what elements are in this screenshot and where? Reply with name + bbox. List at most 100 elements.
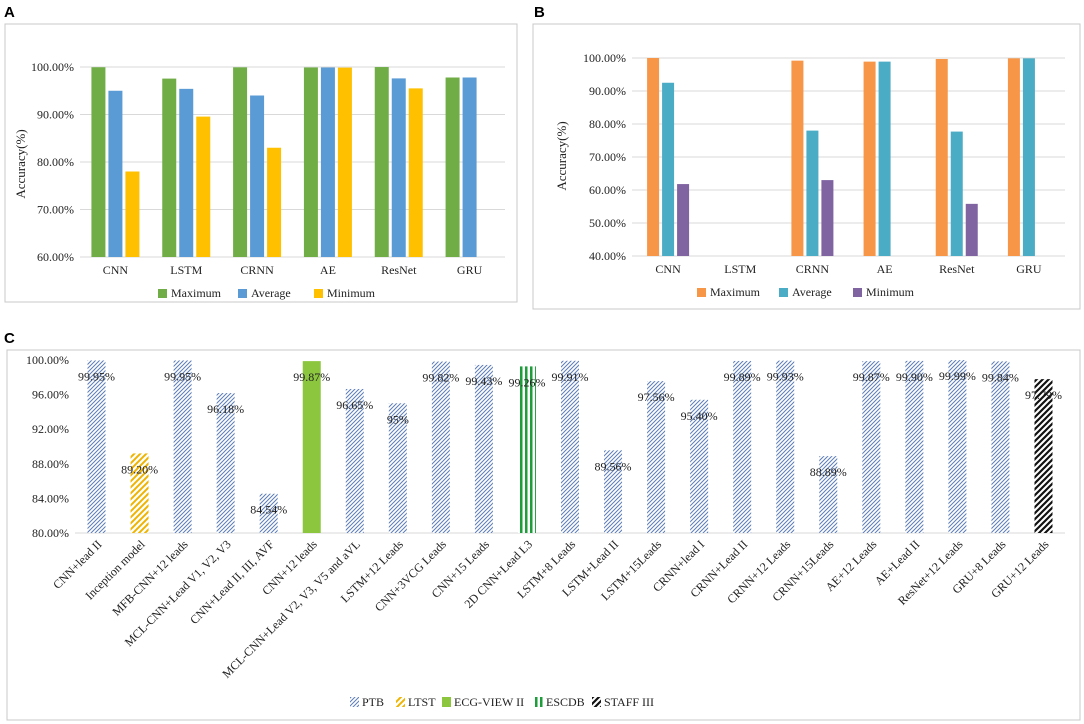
y-tick-label: 60.00% [37, 250, 74, 264]
bar-cnn-lead-ii [87, 360, 106, 533]
x-tick-label: GRU [1016, 262, 1042, 276]
legend-swatch-ltst [396, 697, 405, 707]
x-tick-label: ResNet [939, 262, 975, 276]
x-tick-label: GRU [457, 263, 483, 277]
legend-swatch-ecg-view-ii [442, 697, 451, 707]
bar-ae-lead-ii [905, 360, 924, 533]
legend-label-ecg-view-ii: ECG-VIEW II [454, 695, 524, 709]
data-label: 89.56% [595, 459, 632, 473]
legend-label-staff-iii: STAFF III [604, 695, 654, 709]
y-tick-label: 100.00% [31, 60, 74, 74]
bar-cnn-lead-ii-iii-avf [259, 493, 278, 533]
x-tick-label: AE [320, 263, 336, 277]
legend-label-ptb: PTB [362, 695, 384, 709]
bar-gru-12-leads [1034, 379, 1053, 533]
data-label: 97.56% [638, 390, 675, 404]
bar-ae-12-leads [862, 361, 881, 533]
legend-swatch-staff-iii [592, 697, 601, 707]
data-label: 99.84% [982, 370, 1019, 384]
legend-swatch-minimum [314, 289, 323, 298]
panel-b-ylabel: Accuracy(%) [554, 121, 569, 190]
data-label: 99.82% [422, 371, 459, 385]
x-tick-label: AE [877, 262, 893, 276]
y-tick-label: 96.00% [32, 388, 69, 402]
bar-cnn-average [662, 82, 675, 256]
bar-crnn-maximum [233, 67, 248, 258]
legend-swatch-average [779, 288, 788, 297]
bar-cnn-3vcg-leads [431, 361, 450, 533]
panel-a-letter: A [4, 4, 15, 21]
y-tick-label: 100.00% [26, 353, 69, 367]
bar-resnet-maximum [374, 67, 389, 257]
bar-resnet-average [391, 78, 406, 258]
data-label: 89.20% [121, 462, 158, 476]
data-label: 99.87% [293, 370, 330, 384]
legend-label-maximum: Maximum [171, 286, 222, 300]
bar-cnn-maximum [647, 58, 660, 256]
y-tick-label: 60.00% [589, 183, 626, 197]
y-tick-label: 90.00% [37, 108, 74, 122]
legend-label-minimum: Minimum [866, 285, 915, 299]
legend-label-average: Average [251, 286, 291, 300]
panel-a-ylabel: Accuracy(%) [13, 129, 28, 198]
data-label: 99.91% [552, 370, 589, 384]
bar-cnn-minimum [125, 171, 140, 257]
bar-cnn-maximum [91, 67, 106, 257]
bar-cnn-12-leads [302, 361, 321, 533]
bar-lstm-lead-ii [604, 450, 623, 533]
y-tick-label: 92.00% [32, 422, 69, 436]
bar-cnn-minimum [677, 184, 690, 256]
legend-swatch-ptb [350, 697, 359, 707]
legend-swatch-escdb [534, 697, 543, 707]
bar-gru-average [462, 77, 477, 257]
bar-ae-average [320, 67, 335, 257]
y-tick-label: 40.00% [589, 249, 626, 263]
panel-c: C 80.00% 84.00% 88.00% 92.00% 96.00% 100.00% 9… [4, 330, 1081, 721]
data-label: 99.95% [78, 369, 115, 383]
data-label: 99.26% [508, 375, 545, 389]
bar-inception-model [130, 453, 149, 533]
y-tick-label: 80.00% [37, 155, 74, 169]
bar-lstm-15leads [647, 381, 666, 533]
x-tick-label: CNN [103, 263, 129, 277]
legend-label-maximum: Maximum [710, 285, 761, 299]
legend-label-escdb: ESCDB [546, 695, 585, 709]
panel-b-axes: 40.00% 50.00% 60.00% 70.00% 80.00% 90.00% 100.… [583, 51, 1065, 299]
bar-gru-maximum [445, 77, 460, 257]
x-tick-label: CNN [655, 262, 681, 276]
bar-crnn-lead-i [690, 399, 709, 533]
panel-b-letter: B [534, 4, 545, 21]
bar-resnet-minimum [965, 203, 978, 256]
data-label: 95% [387, 412, 409, 426]
bar-crnn-minimum [267, 147, 282, 257]
y-tick-label: 90.00% [589, 84, 626, 98]
bar-ae-maximum [863, 61, 876, 256]
bar-crnn-lead-ii [733, 360, 752, 533]
data-label: 88.89% [810, 465, 847, 479]
x-tick-label: LSTM [170, 263, 202, 277]
y-tick-label: 84.00% [32, 491, 69, 505]
bar-crnn-average [250, 95, 265, 257]
panel-c-letter: C [4, 330, 15, 347]
bar-lstm-12-leads [388, 403, 407, 533]
bar-lstm-minimum [196, 116, 211, 257]
data-label: 99.93% [767, 370, 804, 384]
data-label: 97.79% [1025, 388, 1062, 402]
y-tick-label: 70.00% [589, 150, 626, 164]
data-label: 96.18% [207, 402, 244, 416]
legend-label-average: Average [792, 285, 832, 299]
data-label: 99.43% [465, 374, 502, 388]
x-tick-label: CRNN [240, 263, 274, 277]
y-tick-label: 80.00% [32, 526, 69, 540]
bar-resnet-minimum [408, 88, 423, 257]
legend-swatch-minimum [853, 288, 862, 297]
legend-label-minimum: Minimum [327, 286, 376, 300]
x-tick-label: LSTM [724, 262, 756, 276]
bar-lstm-average [179, 88, 194, 257]
y-tick-label: 88.00% [32, 457, 69, 471]
data-label: 99.95% [164, 369, 201, 383]
bar-crnn-minimum [821, 180, 834, 256]
data-label: 99.87% [853, 370, 890, 384]
bar-crnn-maximum [791, 60, 804, 256]
